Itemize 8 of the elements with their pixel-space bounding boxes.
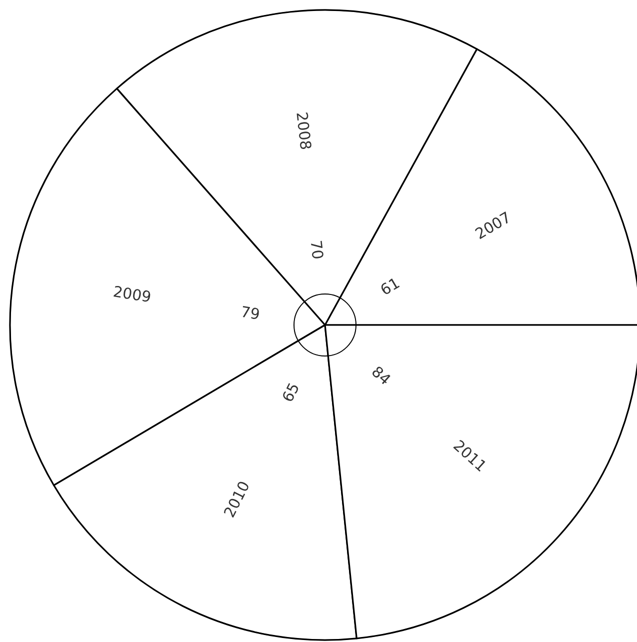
slice-label: 2009 <box>112 282 152 306</box>
data-label: 61 <box>377 274 403 300</box>
slice-label: 2008 <box>292 110 315 151</box>
slice-label: 2010 <box>220 478 254 520</box>
data-label: 65 <box>278 380 304 406</box>
data-label: 79 <box>239 302 262 324</box>
data-label: 84 <box>368 362 394 389</box>
data-label: 70 <box>306 239 327 260</box>
